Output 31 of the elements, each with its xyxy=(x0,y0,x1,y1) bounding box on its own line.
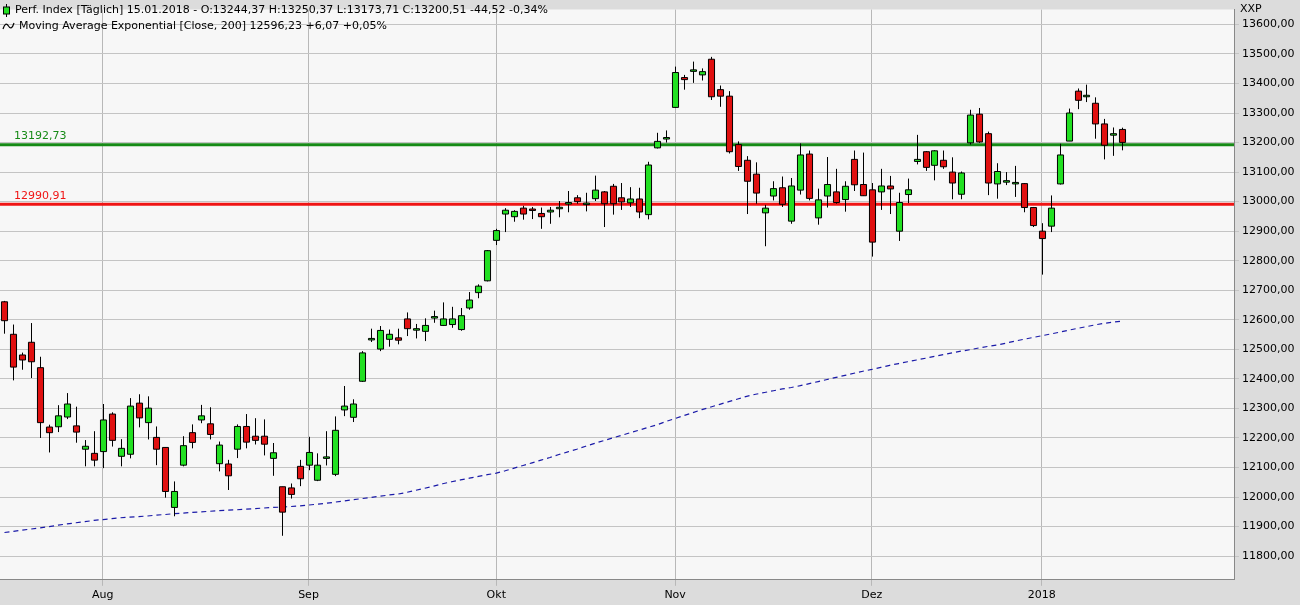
y-tick-label: 13300,00 xyxy=(1242,105,1295,119)
x-tick-label: 2018 xyxy=(1027,588,1056,602)
x-tick-label: Sep xyxy=(298,588,319,602)
y-tick-label: 13400,00 xyxy=(1242,76,1295,90)
y-tick-label: 13200,00 xyxy=(1242,135,1295,149)
line-series xyxy=(3,320,1123,534)
ref-line-label: 13192,73 xyxy=(14,129,67,143)
y-tick-label: 12100,00 xyxy=(1242,460,1295,474)
y-tick-label: 13000,00 xyxy=(1242,194,1295,208)
y-tick-label: 11800,00 xyxy=(1242,549,1295,563)
y-axis-title: XXP xyxy=(1240,2,1263,16)
y-tick-label: 13100,00 xyxy=(1242,164,1295,178)
x-tick-label: Dez xyxy=(861,588,883,602)
y-tick-label: 12900,00 xyxy=(1242,224,1295,238)
y-tick-label: 12600,00 xyxy=(1242,312,1295,326)
ref-line-label: 12990,91 xyxy=(14,188,67,202)
y-tick-label: 12800,00 xyxy=(1242,253,1295,267)
text: Moving Average Exponential [Close, 200] 12596,23 +6,07 +0,05% xyxy=(19,18,387,34)
y-tick-label: 12000,00 xyxy=(1242,489,1295,503)
y-tick-label: 12500,00 xyxy=(1242,342,1295,356)
x-tick-label: Nov xyxy=(664,588,687,602)
y-tick-label: 13500,00 xyxy=(1242,46,1295,60)
chart-title: Perf. Index [Täglich] 15.01.2018 - O:13244,37 H:13250,37 L:13173,71 C:13200,51 -44,52 -0,34% xyxy=(15,2,548,18)
x-tick-label: Okt xyxy=(486,588,507,602)
y-tick-label: 12200,00 xyxy=(1242,430,1295,444)
y-tick-label: 13600,00 xyxy=(1242,17,1295,31)
x-tick-label: Aug xyxy=(92,588,114,602)
y-tick-label: 12400,00 xyxy=(1242,371,1295,385)
y-tick-label: 11900,00 xyxy=(1242,519,1295,533)
y-tick-label: 12300,00 xyxy=(1242,401,1295,415)
y-tick-label: 12700,00 xyxy=(1242,283,1295,297)
